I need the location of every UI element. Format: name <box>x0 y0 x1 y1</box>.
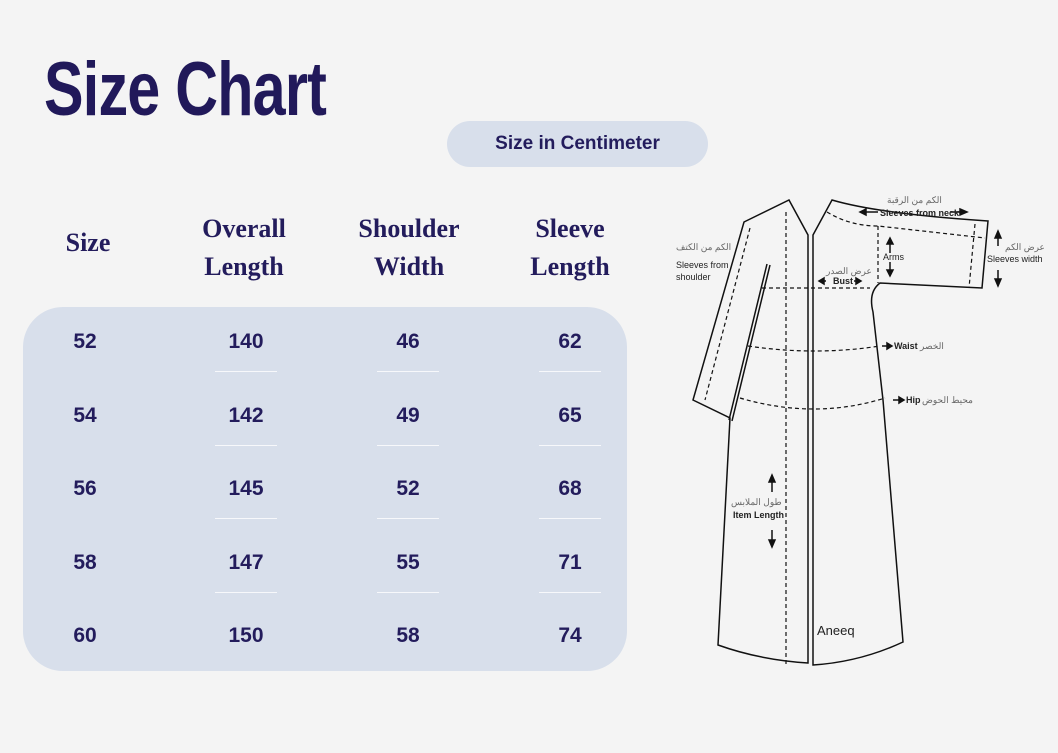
arrow-icon <box>767 473 777 549</box>
header-text: Sleeve <box>535 214 605 243</box>
header-shoulder-width: Shoulder Width <box>345 210 473 286</box>
table-cell: 56 <box>73 477 97 500</box>
hip-label: Hip <box>906 395 921 405</box>
sleeve-seam-line <box>826 211 986 239</box>
arms-label: Arms <box>883 252 904 262</box>
row-divider <box>215 518 277 519</box>
cuff-line <box>968 223 976 289</box>
waist-line <box>747 345 881 352</box>
sleeves-from-neck-ar: الكم من الرقبة <box>887 195 942 205</box>
table-cell: 58 <box>73 550 97 574</box>
header-text: Overall <box>202 214 286 243</box>
row-divider <box>377 591 439 593</box>
table-cell: 52 <box>73 330 97 353</box>
item-length-label: Item Length <box>733 510 784 520</box>
row-divider <box>377 371 439 372</box>
sleeves-width-ar: عرض الكم <box>1005 242 1045 252</box>
row-divider <box>539 518 601 519</box>
table-cell: 58 <box>396 624 420 647</box>
shoulder-sleeve-line <box>704 227 751 401</box>
table-cell: 150 <box>228 624 264 647</box>
table-cell: 54 <box>73 403 97 427</box>
table-cell: 140 <box>228 330 264 353</box>
sleeves-from-shoulder-label: Sleeves from shoulder <box>676 260 729 282</box>
table-cell: 46 <box>396 330 420 353</box>
sleeves-width-label: Sleeves width <box>987 254 1043 264</box>
left-slit <box>728 263 771 422</box>
waist-ar: الخصر <box>920 341 944 351</box>
size-table <box>23 307 627 671</box>
table-cell: 147 <box>228 550 264 574</box>
item-length-ar: طول الملابس <box>731 497 782 507</box>
row-divider <box>215 371 277 372</box>
header-sleeve-length: Sleeve Length <box>510 210 630 286</box>
header-overall-length: Overall Length <box>184 210 304 286</box>
hip-ar: محيط الحوض <box>922 395 973 405</box>
header-text: Length <box>530 252 610 281</box>
unit-badge: Size in Centimeter <box>447 121 708 167</box>
table-cell: 68 <box>558 477 582 500</box>
arrow-icon <box>993 229 1003 288</box>
table-cell: 60 <box>73 624 97 647</box>
arrow-icon <box>882 341 894 351</box>
row-divider <box>377 444 439 446</box>
hip-line <box>739 397 886 410</box>
row-divider <box>539 444 601 446</box>
row-divider <box>215 444 277 446</box>
page-title: Size Chart <box>44 47 327 132</box>
bust-label: Bust <box>833 276 853 286</box>
table-cell: 55 <box>396 550 420 574</box>
row-divider <box>215 591 277 593</box>
right-panel-outline <box>812 199 989 666</box>
sleeves-from-neck-label: Sleeves from neck <box>880 208 960 218</box>
arrow-icon <box>885 236 895 278</box>
table-cell: 49 <box>396 403 420 427</box>
table-cell: 65 <box>558 403 582 427</box>
unit-label: Size in Centimeter <box>495 133 660 154</box>
brand-label: Aneeq <box>817 623 855 638</box>
left-panel-outline <box>692 199 809 664</box>
table-cell: 62 <box>558 330 582 353</box>
header-size: Size <box>48 224 128 262</box>
header-text: Length <box>204 252 284 281</box>
arrow-icon <box>858 207 969 217</box>
table-cell: 52 <box>396 477 420 500</box>
table-cell: 71 <box>558 550 582 574</box>
header-text: Shoulder <box>358 214 460 243</box>
bust-ar: عرض الصدر <box>826 266 872 276</box>
table-cell: 145 <box>228 477 264 500</box>
row-divider <box>377 518 439 519</box>
row-divider <box>539 371 601 372</box>
sleeves-from-shoulder-ar: الكم من الكتف <box>676 242 732 252</box>
arrow-icon <box>817 276 863 286</box>
header-text: Size <box>65 228 111 257</box>
arrow-icon <box>893 395 906 405</box>
table-cell: 142 <box>228 403 264 427</box>
waist-label: Waist <box>894 341 918 351</box>
table-cell: 74 <box>558 624 582 647</box>
row-divider <box>539 591 601 593</box>
header-text: Width <box>373 252 445 281</box>
